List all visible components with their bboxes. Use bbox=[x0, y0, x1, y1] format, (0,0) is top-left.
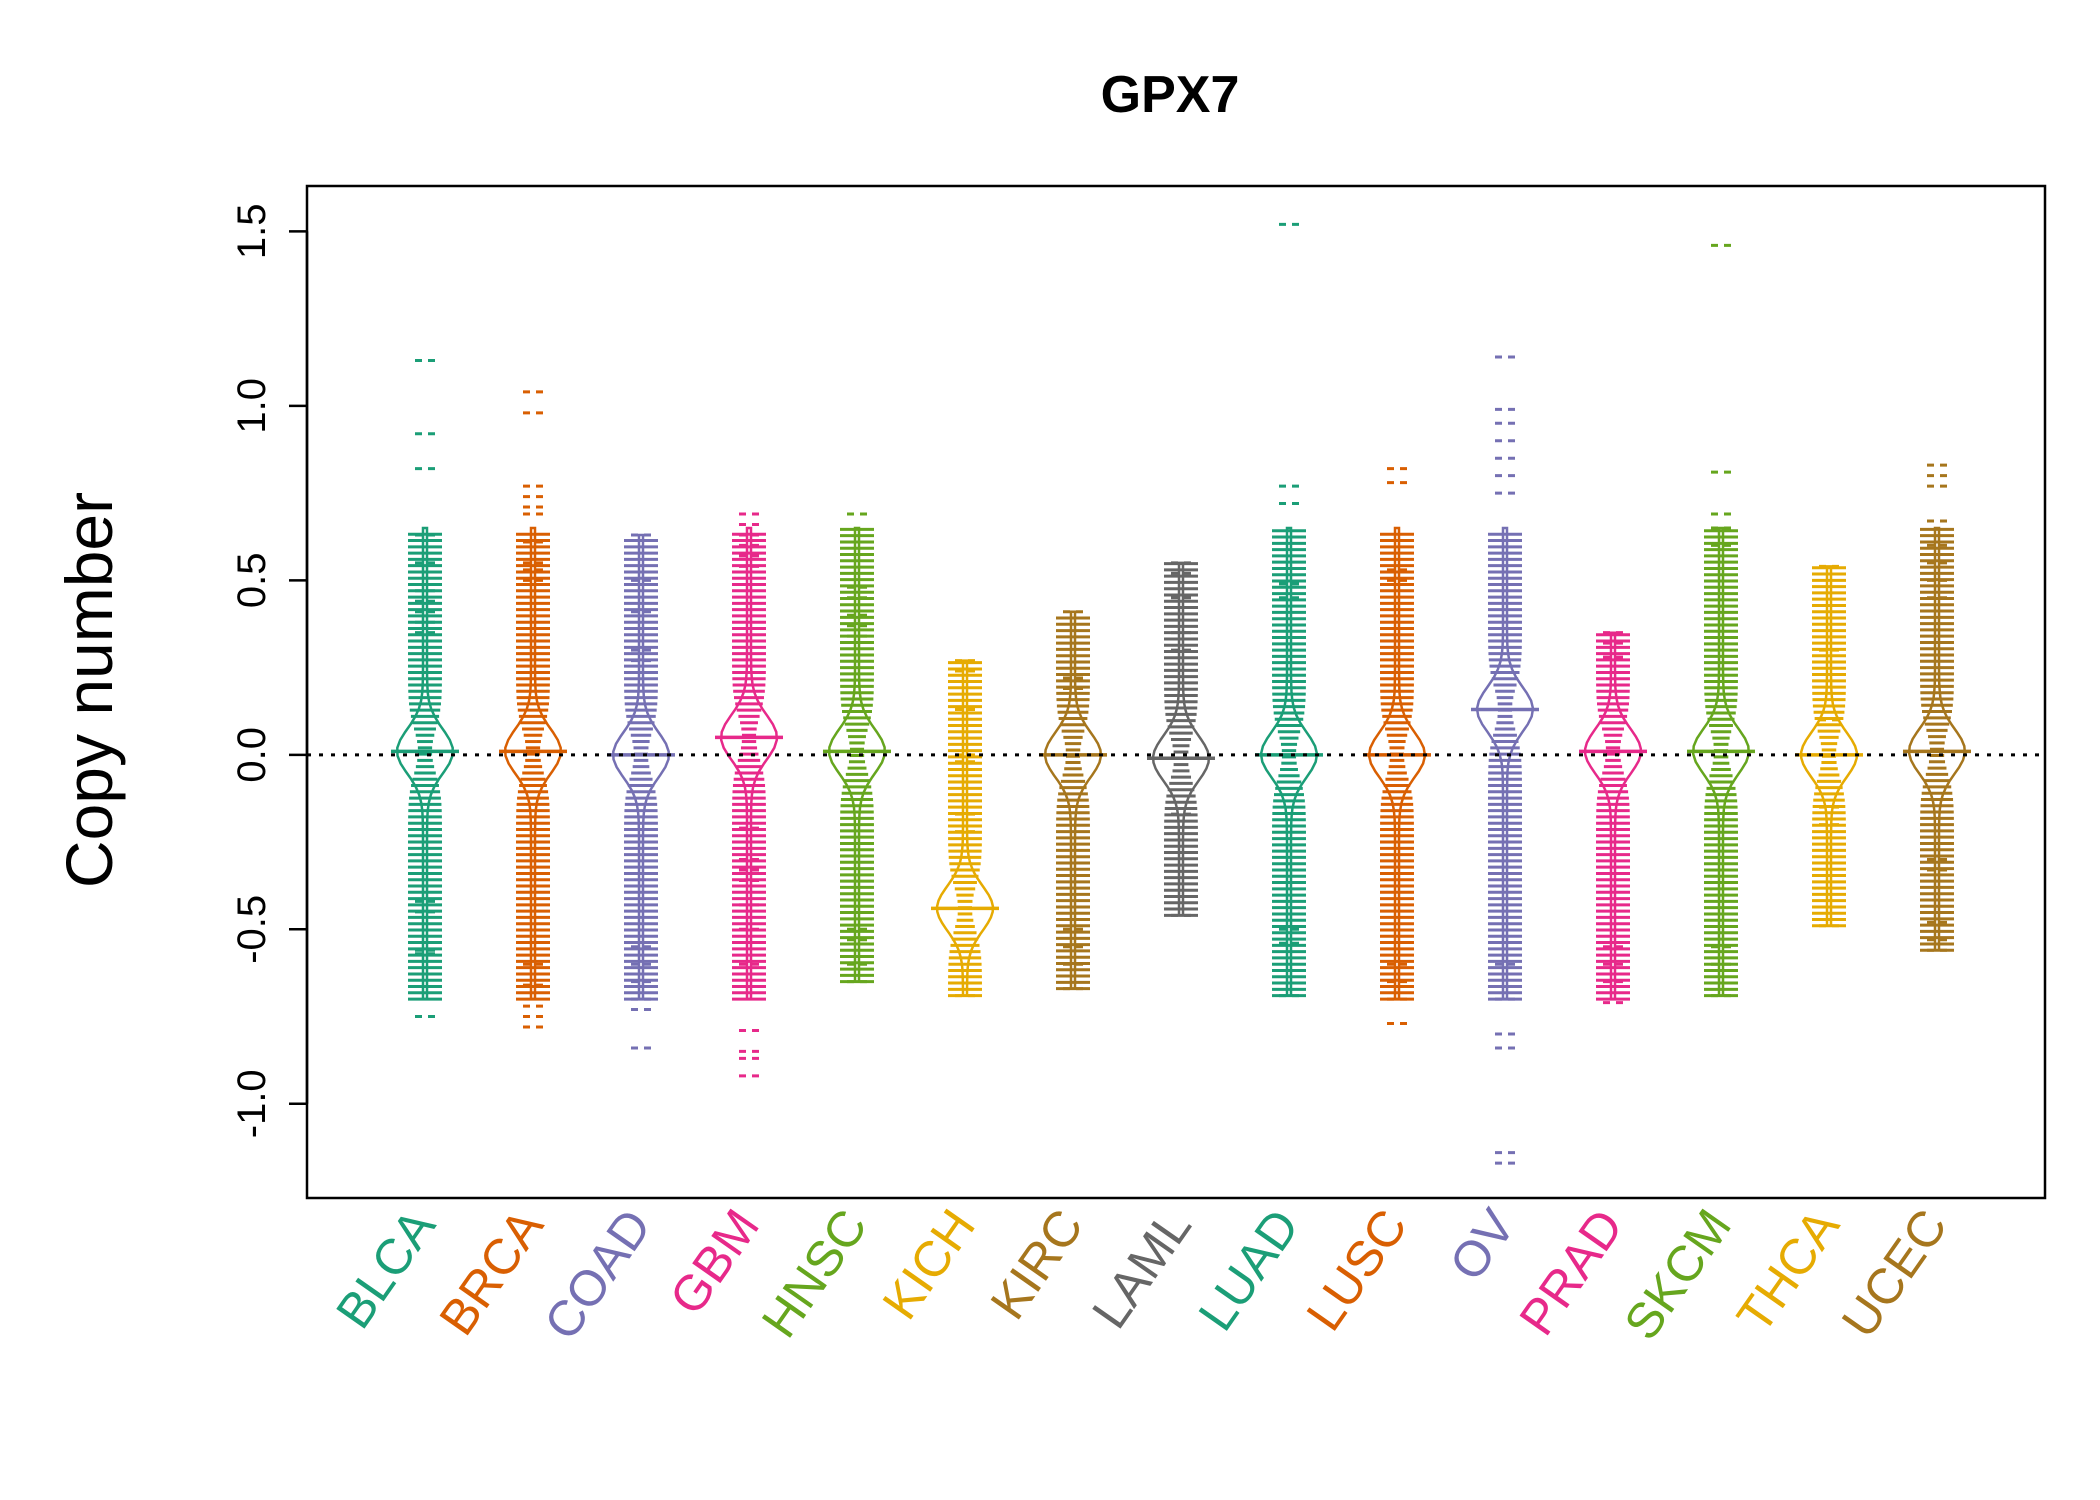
bean-prad bbox=[1579, 631, 1647, 1005]
bean-hnsc bbox=[823, 512, 891, 984]
y-axis: -1.0 -0.5 0.0 0.5 1.0 1.5 bbox=[230, 204, 309, 1138]
bean-gbm bbox=[715, 512, 783, 1078]
bean-skcm bbox=[1687, 243, 1755, 998]
y-tick-label: 1.0 bbox=[230, 378, 274, 434]
bean-lusc bbox=[1363, 467, 1431, 1026]
chart-title: GPX7 bbox=[1101, 66, 1240, 124]
bean-laml bbox=[1147, 561, 1215, 917]
y-tick-label: 0.0 bbox=[230, 727, 274, 783]
y-tick-label: 1.5 bbox=[230, 204, 274, 260]
y-tick-label: 0.5 bbox=[230, 553, 274, 609]
bean-brca bbox=[499, 390, 567, 1029]
y-tick-label: -0.5 bbox=[230, 895, 274, 964]
y-tick-label: -1.0 bbox=[230, 1069, 274, 1138]
beans-layer bbox=[391, 222, 1971, 1165]
bean-density bbox=[1043, 610, 1103, 990]
bean-luad bbox=[1255, 222, 1323, 998]
bean-ucec bbox=[1903, 463, 1971, 952]
bean-kich bbox=[931, 659, 999, 998]
bean-thca bbox=[1795, 564, 1863, 928]
bean-kirc bbox=[1039, 610, 1107, 991]
bean-ov bbox=[1471, 355, 1539, 1165]
bean-density bbox=[935, 659, 995, 997]
bean-blca bbox=[391, 358, 459, 1019]
bean-coad bbox=[607, 533, 675, 1050]
y-axis-label: Copy number bbox=[52, 492, 126, 888]
